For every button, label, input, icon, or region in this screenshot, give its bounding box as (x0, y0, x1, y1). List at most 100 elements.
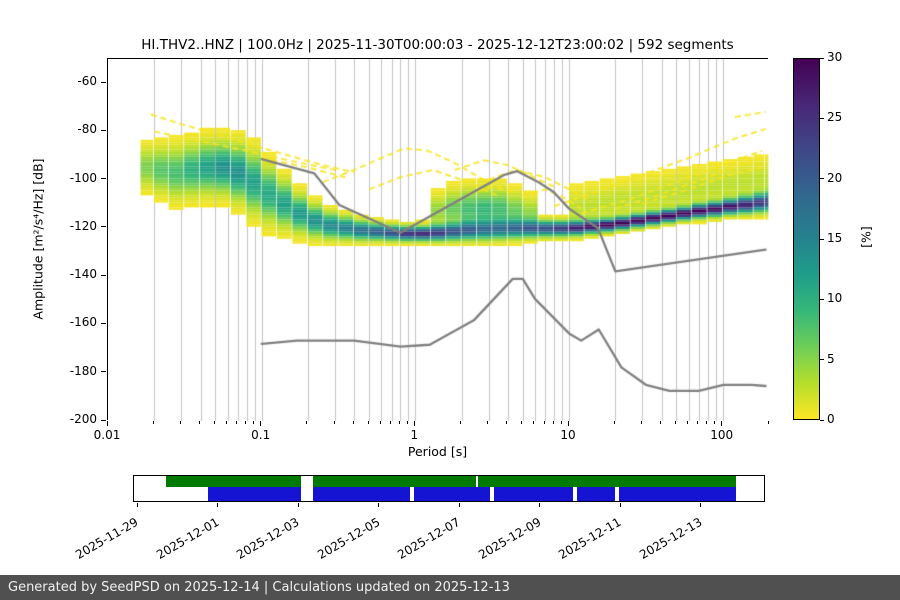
colorbar-tick-mark (820, 419, 824, 421)
timeline-tick-mark (458, 503, 460, 507)
availability-segment-green (478, 476, 736, 487)
availability-segment-blue (576, 487, 616, 501)
timeline-tick-mark (619, 503, 621, 507)
colorbar-tick-mark (820, 117, 824, 119)
colorbar-label: [%] (858, 226, 874, 248)
x-minor-tick-mark (367, 421, 369, 424)
x-axis-label: Period [s] (407, 444, 468, 459)
x-minor-tick-mark (236, 421, 238, 424)
x-minor-tick-mark (767, 421, 769, 424)
colorbar-tick-label: 15 (827, 231, 843, 245)
colorbar-tick-label: 30 (827, 50, 843, 64)
x-minor-tick-mark (640, 421, 642, 424)
x-minor-tick-mark (199, 421, 201, 424)
colorbar-tick-label: 10 (827, 291, 843, 306)
x-minor-tick-mark (306, 421, 308, 424)
x-minor-tick-mark (398, 421, 400, 424)
timeline-tick-mark (136, 503, 138, 507)
colorbar-tick-mark (820, 238, 824, 240)
x-minor-tick-mark (687, 421, 689, 424)
y-tick-label: -140 (69, 267, 97, 282)
y-tick-label: -160 (69, 315, 97, 330)
y-tick-label: -80 (77, 122, 97, 137)
y-tick-label: -200 (69, 412, 97, 426)
x-minor-tick-mark (460, 421, 462, 424)
x-minor-tick-mark (660, 421, 662, 424)
x-tick-label: 0.01 (93, 428, 121, 442)
x-minor-tick-mark (390, 421, 392, 424)
timeline-tick-mark (539, 503, 541, 507)
x-minor-tick-mark (406, 421, 408, 424)
y-tick-mark (101, 322, 106, 324)
y-tick-mark (101, 81, 106, 83)
y-tick-label: -60 (77, 74, 97, 89)
x-minor-tick-mark (543, 421, 545, 424)
colorbar (793, 58, 820, 420)
x-minor-tick-mark (560, 421, 562, 424)
x-minor-tick-mark (613, 421, 615, 424)
x-minor-tick-mark (245, 421, 247, 424)
footer-bar: Generated by SeedPSD on 2025-12-14 | Cal… (0, 575, 900, 600)
availability-segment-blue (494, 487, 573, 501)
timeline-tick-mark (217, 503, 219, 507)
x-tick-label: 1 (410, 428, 419, 442)
colorbar-tick-mark (820, 359, 824, 361)
timeline-tick-mark (297, 503, 299, 507)
x-minor-tick-mark (706, 421, 708, 424)
y-tick-label: -180 (69, 363, 97, 378)
chart-title: HI.THV2..HNZ | 100.0Hz | 2025-11-30T00:0… (141, 37, 734, 53)
x-tick-mark (413, 421, 415, 426)
availability-segment-blue (208, 487, 302, 501)
y-tick-mark (101, 178, 106, 180)
colorbar-tick-label: 25 (827, 110, 843, 125)
y-tick-mark (101, 129, 106, 131)
y-tick-mark (101, 274, 106, 276)
x-minor-tick-mark (487, 421, 489, 424)
y-tick-label: -120 (69, 218, 97, 233)
availability-segment-blue (413, 487, 491, 501)
x-minor-tick-mark (253, 421, 255, 424)
x-tick-mark (567, 421, 569, 426)
x-minor-tick-mark (521, 421, 523, 424)
x-minor-tick-mark (152, 421, 154, 424)
y-tick-mark (101, 419, 106, 421)
x-minor-tick-mark (333, 421, 335, 424)
availability-segment-green (313, 476, 477, 487)
y-axis-label: Amplitude [m²/s⁴/Hz] [dB] (30, 158, 46, 320)
x-tick-label: 0.1 (251, 428, 271, 442)
footer-text: Generated by SeedPSD on 2025-12-14 | Cal… (8, 580, 510, 595)
availability-timeline (133, 475, 765, 502)
x-tick-label: 100 (710, 428, 734, 442)
x-minor-tick-mark (697, 421, 699, 424)
colorbar-tick-label: 5 (827, 351, 835, 366)
x-minor-tick-mark (674, 421, 676, 424)
ppsd-heatmap-canvas (108, 59, 769, 421)
availability-segment-green (166, 476, 302, 487)
timeline-tick-mark (378, 503, 380, 507)
colorbar-tick-mark (820, 57, 824, 59)
x-minor-tick-mark (226, 421, 228, 424)
x-tick-mark (260, 421, 262, 426)
x-minor-tick-mark (533, 421, 535, 424)
availability-segment-blue (313, 487, 410, 501)
x-minor-tick-mark (379, 421, 381, 424)
availability-segment-blue (619, 487, 736, 501)
x-minor-tick-mark (352, 421, 354, 424)
colorbar-tick-label: 20 (827, 170, 843, 185)
y-tick-label: -100 (69, 170, 97, 185)
x-minor-tick-mark (552, 421, 554, 424)
x-minor-tick-mark (714, 421, 716, 424)
timeline-tick-mark (700, 503, 702, 507)
x-minor-tick-mark (213, 421, 215, 424)
x-tick-mark (721, 421, 723, 426)
y-tick-mark (101, 226, 106, 228)
y-tick-mark (101, 371, 106, 373)
x-minor-tick-mark (179, 421, 181, 424)
colorbar-tick-label: 0 (827, 412, 835, 426)
x-tick-mark (106, 421, 108, 426)
colorbar-tick-mark (820, 178, 824, 180)
colorbar-tick-mark (820, 298, 824, 300)
plot-area (107, 58, 769, 421)
x-minor-tick-mark (506, 421, 508, 424)
